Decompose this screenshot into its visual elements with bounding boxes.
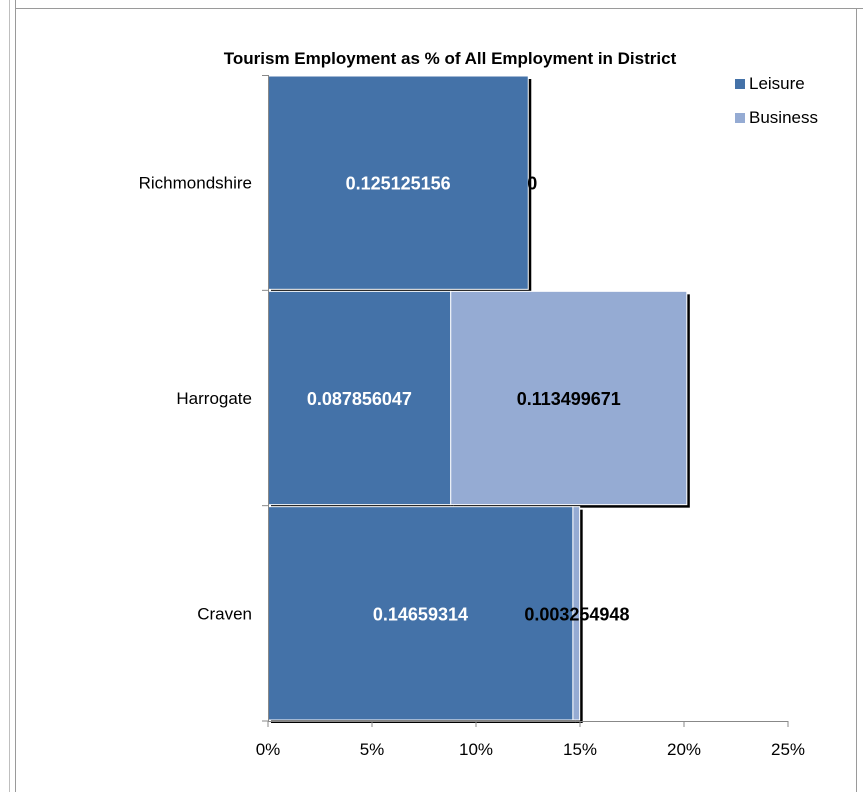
category-label-craven: Craven (197, 604, 252, 623)
data-label-leisure-harrogate: 0.087856047 (307, 389, 412, 409)
category-label-richmondshire: Richmondshire (139, 174, 252, 193)
data-label-leisure-craven: 0.14659314 (373, 604, 468, 624)
x-tick-label: 25% (771, 740, 805, 759)
x-tick-label: 5% (360, 740, 385, 759)
x-tick-label: 10% (459, 740, 493, 759)
data-label-business-craven: 0.003254948 (524, 604, 629, 624)
legend-swatch-business (735, 113, 745, 123)
legend-label-leisure: Leisure (749, 74, 805, 93)
legend: Leisure Business (735, 74, 818, 127)
bar-leisure-craven (267, 506, 574, 721)
x-tick-label: 20% (667, 740, 701, 759)
plot-area: 0.125125156 0 Richmondshire 0.087856047 0.11… (139, 75, 805, 759)
data-label-leisure-richmondshire: 0.125125156 (346, 174, 451, 194)
x-tick-label: 0% (256, 740, 281, 759)
chart-title: Tourism Employment as % of All Employmen… (224, 49, 677, 68)
bar-leisure-richmondshire (267, 75, 529, 290)
data-label-business-harrogate: 0.113499671 (517, 389, 621, 409)
data-label-business-richmondshire: 0 (527, 174, 537, 194)
legend-label-business: Business (749, 108, 818, 127)
category-label-harrogate: Harrogate (176, 389, 252, 408)
bar-business-craven (572, 506, 581, 721)
x-tick-label: 15% (563, 740, 597, 759)
legend-swatch-leisure (735, 79, 745, 89)
bar-business-harrogate (450, 290, 688, 506)
